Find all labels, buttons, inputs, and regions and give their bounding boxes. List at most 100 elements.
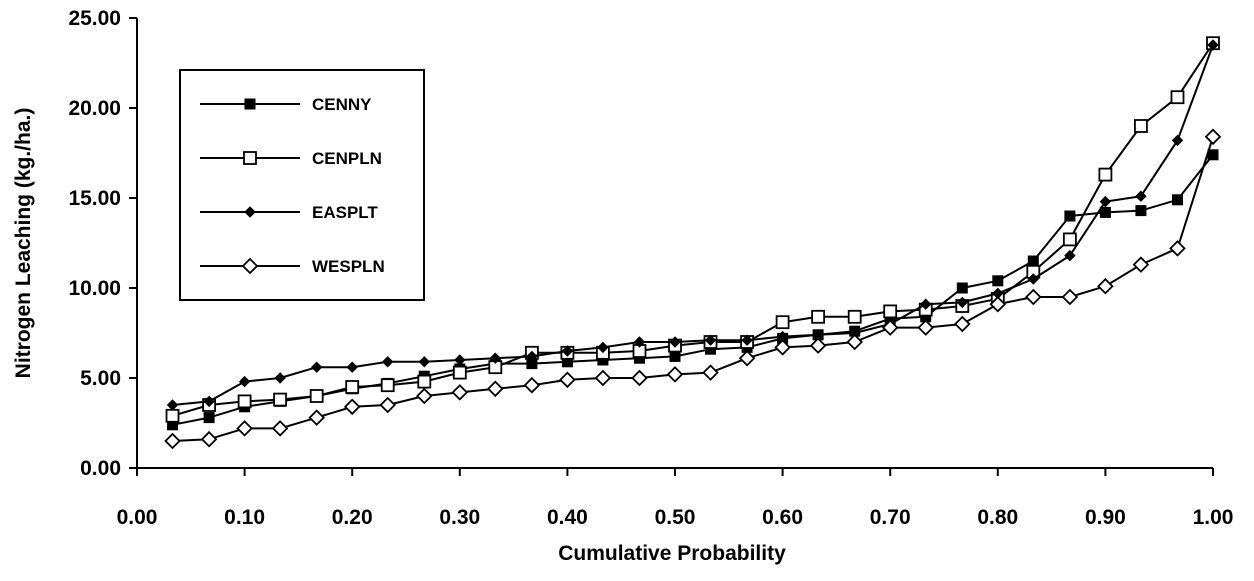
data-point	[203, 395, 215, 408]
data-point	[417, 374, 432, 389]
data-point	[1135, 190, 1147, 202]
data-point	[881, 319, 899, 336]
y-tick-label: 10.00	[68, 277, 121, 300]
series-easplt	[166, 39, 1219, 411]
data-point	[236, 420, 253, 437]
data-point	[203, 412, 215, 424]
data-point	[380, 378, 395, 393]
data-point	[1204, 128, 1222, 146]
data-point	[1099, 206, 1111, 218]
legend-item: EASPLT	[200, 203, 378, 222]
data-point	[1132, 256, 1150, 273]
data-point	[811, 309, 826, 324]
data-point	[597, 341, 609, 354]
data-point	[1027, 273, 1040, 285]
data-point	[631, 369, 648, 387]
data-point	[451, 384, 469, 401]
data-point	[1027, 255, 1039, 267]
data-point	[1135, 205, 1147, 217]
data-point	[237, 394, 252, 409]
data-point	[310, 361, 323, 373]
data-point	[1062, 232, 1077, 247]
series-line	[172, 44, 1214, 406]
data-point	[1064, 249, 1076, 262]
data-point	[704, 334, 717, 346]
legend-label: WESPLN	[312, 257, 385, 276]
x-tick-label: 0.50	[655, 506, 696, 529]
data-point	[1098, 167, 1113, 182]
data-point	[669, 336, 681, 348]
data-point	[1171, 194, 1183, 206]
x-tick-label: 0.30	[439, 506, 480, 529]
y-tick-label: 25.00	[68, 7, 121, 30]
data-point	[561, 345, 574, 357]
x-tick-label: 0.40	[547, 506, 588, 529]
data-point	[992, 275, 1004, 287]
data-point	[346, 361, 358, 373]
series-wespln	[164, 128, 1222, 450]
legend-marker	[244, 98, 256, 110]
data-point	[238, 375, 251, 388]
data-point	[1169, 240, 1186, 257]
data-point	[917, 319, 934, 336]
legend-label: CENPLN	[312, 149, 382, 168]
legend-item: CENPLN	[200, 149, 382, 168]
data-point	[526, 350, 538, 363]
data-point	[164, 432, 181, 450]
x-tick-label: 0.60	[762, 506, 803, 529]
legend-marker	[243, 151, 257, 165]
data-point	[954, 315, 971, 333]
x-tick-label: 0.70	[870, 506, 911, 529]
y-tick-label: 0.00	[80, 457, 121, 480]
data-point	[559, 371, 576, 389]
data-point	[846, 333, 863, 351]
legend-item: CENNY	[200, 95, 372, 114]
data-point	[274, 372, 286, 384]
data-point	[523, 376, 541, 394]
data-point	[273, 392, 288, 407]
data-point	[487, 380, 504, 398]
x-tick-label: 1.00	[1193, 506, 1234, 529]
y-tick-label: 5.00	[80, 367, 121, 390]
data-point	[1064, 210, 1076, 222]
legend-item: WESPLN	[200, 257, 385, 276]
data-point	[1134, 119, 1148, 133]
data-point	[633, 336, 646, 348]
data-point	[345, 380, 360, 394]
data-point	[1061, 288, 1079, 306]
x-axis-title: Cumulative Probability	[558, 542, 786, 565]
data-point	[418, 356, 430, 368]
legend-box	[179, 69, 425, 301]
data-point	[883, 304, 898, 319]
y-tick-label: 20.00	[68, 97, 121, 120]
data-point	[956, 296, 968, 309]
data-point	[165, 408, 180, 423]
legend-label: EASPLT	[312, 203, 378, 222]
x-tick-label: 0.00	[117, 506, 158, 529]
legend: CENNY CENPLN EASPLT WESPLN	[179, 69, 425, 301]
data-point	[452, 365, 467, 380]
data-point	[1025, 288, 1042, 306]
data-point	[343, 398, 361, 416]
data-point	[702, 364, 719, 381]
x-tick-label: 0.10	[224, 506, 265, 529]
legend-label: CENNY	[312, 95, 372, 114]
legend-marker	[241, 257, 259, 275]
data-point	[309, 389, 324, 403]
x-tick-label: 0.80	[977, 506, 1018, 529]
data-point	[669, 350, 681, 362]
data-point	[738, 349, 756, 367]
data-point	[489, 352, 502, 364]
series-layer	[164, 36, 1222, 450]
data-point	[379, 396, 396, 414]
axes: 0.00 5.00 10.00 15.00 20.00 25.00 0.00 0.10 0.20…	[68, 7, 1233, 529]
legend-marker	[244, 206, 256, 218]
data-point	[200, 430, 218, 448]
data-point	[1207, 149, 1219, 161]
data-point	[1170, 90, 1185, 105]
data-point	[166, 399, 179, 411]
data-point	[416, 387, 433, 405]
data-point	[454, 354, 466, 366]
data-point	[920, 298, 932, 310]
data-point	[666, 366, 684, 383]
